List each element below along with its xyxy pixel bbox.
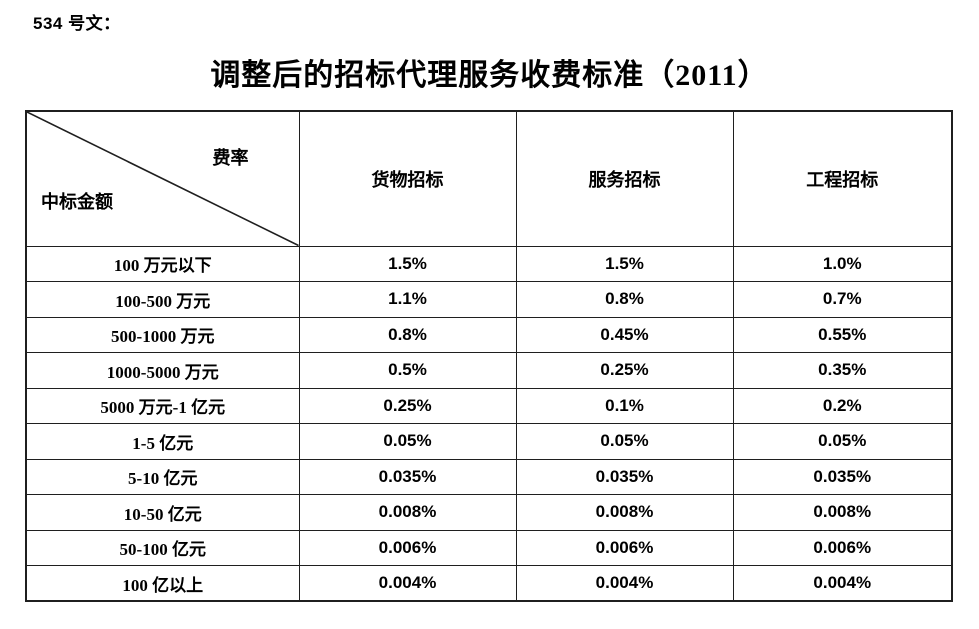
table-row: 5000 万元-1 亿元 0.25% 0.1% 0.2% <box>25 387 953 424</box>
table-row: 1000-5000 万元 0.5% 0.25% 0.35% <box>25 352 953 389</box>
rate-cell: 0.035% <box>732 458 953 495</box>
row-label: 50-100 亿元 <box>25 529 300 566</box>
rate-cell: 0.25% <box>515 352 734 389</box>
rate-cell: 0.006% <box>298 529 517 566</box>
table-row: 50-100 亿元 0.006% 0.006% 0.006% <box>25 529 953 566</box>
corner-label-bid-amount: 中标金额 <box>41 191 113 212</box>
rate-cell: 1.5% <box>298 245 517 282</box>
table-header-row: 费率 中标金额 货物招标 服务招标 工程招标 <box>25 110 953 247</box>
rate-cell: 1.5% <box>515 245 734 282</box>
page-title: 调整后的招标代理服务收费标准（2011） <box>210 59 769 92</box>
rate-cell: 1.0% <box>732 245 953 282</box>
rate-cell: 0.008% <box>515 494 734 531</box>
row-label: 10-50 亿元 <box>25 494 300 531</box>
rate-cell: 0.05% <box>732 423 953 460</box>
rate-cell: 1.1% <box>298 281 517 318</box>
row-label: 5-10 亿元 <box>25 458 300 495</box>
row-label: 1-5 亿元 <box>25 423 300 460</box>
row-label: 100 万元以下 <box>25 245 300 282</box>
rate-cell: 0.008% <box>298 494 517 531</box>
fee-table-body: 费率 中标金额 货物招标 服务招标 工程招标 100 万元以下 1.5% 1.5… <box>25 110 953 602</box>
rate-cell: 0.006% <box>515 529 734 566</box>
table-row: 100 亿以上 0.004% 0.004% 0.004% <box>25 565 953 602</box>
rate-cell: 0.8% <box>515 281 734 318</box>
rate-cell: 0.004% <box>298 565 517 602</box>
column-header-services: 服务招标 <box>515 110 734 247</box>
column-header-goods: 货物招标 <box>298 110 517 247</box>
table-row: 100 万元以下 1.5% 1.5% 1.0% <box>25 245 953 282</box>
rate-cell: 0.035% <box>298 458 517 495</box>
row-label: 500-1000 万元 <box>25 316 300 353</box>
rate-cell: 0.2% <box>732 387 953 424</box>
rate-cell: 0.45% <box>515 316 734 353</box>
column-header-engineering: 工程招标 <box>732 110 953 247</box>
table-row: 5-10 亿元 0.035% 0.035% 0.035% <box>25 458 953 495</box>
table-row: 10-50 亿元 0.008% 0.008% 0.008% <box>25 494 953 531</box>
rate-cell: 0.25% <box>298 387 517 424</box>
table-row: 100-500 万元 1.1% 0.8% 0.7% <box>25 281 953 318</box>
rate-cell: 0.035% <box>515 458 734 495</box>
rate-cell: 0.8% <box>298 316 517 353</box>
fee-rate-table: 费率 中标金额 货物招标 服务招标 工程招标 100 万元以下 1.5% 1.5… <box>25 110 953 602</box>
row-label: 100-500 万元 <box>25 281 300 318</box>
table-row: 500-1000 万元 0.8% 0.45% 0.55% <box>25 316 953 353</box>
row-label: 5000 万元-1 亿元 <box>25 387 300 424</box>
row-label: 1000-5000 万元 <box>25 352 300 389</box>
rate-cell: 0.004% <box>732 565 953 602</box>
rate-cell: 0.35% <box>732 352 953 389</box>
rate-cell: 0.5% <box>298 352 517 389</box>
document-number: 534 号文： <box>33 14 121 33</box>
corner-label-fee-rate: 费率 <box>212 148 249 168</box>
table-row: 1-5 亿元 0.05% 0.05% 0.05% <box>25 423 953 460</box>
rate-cell: 0.55% <box>732 316 953 353</box>
rate-cell: 0.004% <box>515 565 734 602</box>
diagonal-divider-line <box>27 112 299 246</box>
corner-header-cell: 费率 中标金额 <box>25 110 300 247</box>
rate-cell: 0.1% <box>515 387 734 424</box>
row-label: 100 亿以上 <box>25 565 300 602</box>
rate-cell: 0.05% <box>515 423 734 460</box>
rate-cell: 0.7% <box>732 281 953 318</box>
rate-cell: 0.006% <box>732 529 953 566</box>
rate-cell: 0.05% <box>298 423 517 460</box>
rate-cell: 0.008% <box>732 494 953 531</box>
